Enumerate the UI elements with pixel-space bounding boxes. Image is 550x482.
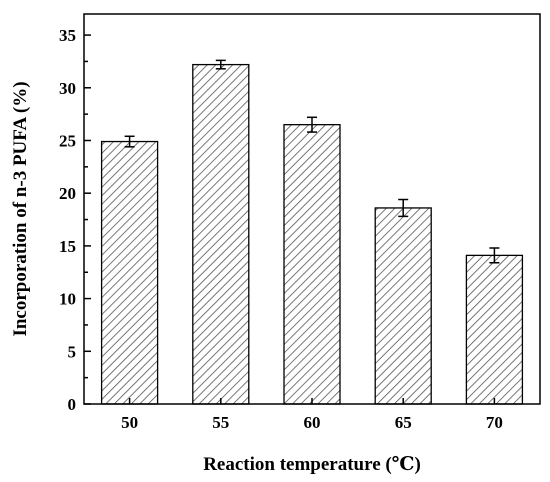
plot-frame: [83, 13, 541, 405]
bar: [374, 207, 432, 405]
bar: [192, 63, 250, 405]
x-tick-label: 70: [486, 413, 503, 432]
y-axis-title: Incorporation of n-3 PUFA (%): [10, 81, 31, 336]
y-tick-label: 35: [59, 26, 76, 45]
y-tick-label: 5: [68, 342, 77, 361]
y-tick-label: 25: [59, 131, 76, 150]
x-axis-title: Reaction temperature (℃): [203, 454, 421, 475]
bar: [465, 254, 524, 405]
y-tick-label: 20: [59, 184, 76, 203]
x-tick-label: 60: [304, 413, 321, 432]
x-axis: 50 55 60 65 70: [121, 398, 503, 432]
x-tick-label: 50: [121, 413, 138, 432]
y-axis: 0 5 10 15 20 25 30 35: [59, 26, 91, 414]
bars-group: [100, 59, 524, 405]
x-tick-label: 55: [212, 413, 229, 432]
bar: [100, 140, 159, 405]
y-tick-label: 10: [59, 290, 76, 309]
bar: [283, 124, 341, 405]
y-tick-label: 30: [59, 79, 76, 98]
x-tick-label: 65: [395, 413, 412, 432]
y-tick-label: 0: [68, 395, 77, 414]
y-tick-label: 15: [59, 237, 76, 256]
